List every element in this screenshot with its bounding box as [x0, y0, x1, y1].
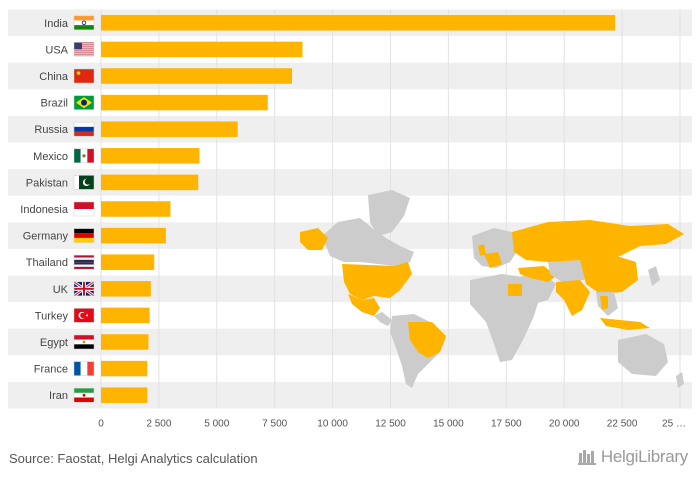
map-greenland	[368, 190, 410, 236]
x-tick-label: 25 …	[662, 419, 686, 430]
category-label: Germany	[23, 231, 69, 243]
x-tick-label: 12 500	[375, 419, 406, 430]
map-europe	[472, 228, 518, 268]
bar-brazil	[101, 94, 268, 111]
category-label: Iran	[49, 390, 68, 402]
x-tick-label: 22 500	[607, 419, 638, 430]
map-indonesia	[600, 318, 650, 330]
category-label: UK	[53, 284, 69, 296]
flag-turkey-icon	[73, 308, 95, 323]
x-tick-label: 10 000	[317, 419, 348, 430]
map-thailand	[600, 296, 608, 310]
flag-indonesia-icon	[73, 201, 95, 217]
category-label: Turkey	[35, 310, 69, 322]
category-label: USA	[45, 44, 68, 56]
x-axis-ticks: 0 2 500 5 000 7 500 10 000 12 500 15 000 17 500…	[98, 419, 686, 430]
x-tick-label: 5 000	[204, 419, 229, 430]
bar-egypt	[101, 334, 149, 350]
map-uk	[478, 244, 486, 256]
x-tick-label: 7 500	[262, 419, 287, 430]
flag-pakistan-icon	[73, 175, 95, 190]
map-alaska	[300, 228, 328, 250]
map-pakistan-india	[556, 280, 590, 316]
bars	[101, 15, 616, 403]
category-label: Indonesia	[20, 204, 69, 216]
flag-uk-icon	[73, 280, 95, 298]
x-tick-label: 17 500	[491, 419, 522, 430]
map-usa	[342, 262, 412, 300]
x-tick-label: 0	[98, 419, 104, 430]
category-label: Egypt	[40, 337, 68, 349]
bar-indonesia	[101, 201, 171, 217]
bar-turkey	[101, 307, 150, 324]
map-africa	[470, 274, 540, 362]
category-label: France	[34, 364, 68, 376]
map-australia	[618, 334, 668, 376]
bar-iran	[101, 387, 148, 403]
bar-pakistan	[101, 174, 199, 191]
flag-egypt-icon	[73, 334, 95, 350]
flag-france-icon	[73, 361, 95, 376]
category-label: Thailand	[26, 257, 68, 269]
bar-france	[101, 360, 148, 377]
flag-iran-icon	[73, 387, 95, 403]
map-egypt	[508, 284, 522, 296]
bar-india	[101, 15, 616, 31]
flags	[73, 15, 95, 403]
bar-china	[101, 68, 293, 84]
flag-thailand-icon	[73, 254, 95, 270]
flag-usa-icon	[73, 42, 95, 57]
bar-usa	[101, 41, 303, 58]
map-germany-france	[484, 252, 502, 268]
library-icon	[577, 450, 596, 465]
bar-thailand	[101, 254, 155, 270]
category-label: Brazil	[40, 98, 68, 110]
bar-uk	[101, 281, 151, 297]
category-label: Pakistan	[26, 177, 68, 189]
bar-chart: India USA China Brazil Russia Mexico Pakistan I…	[8, 9, 692, 430]
map-japan	[648, 266, 660, 286]
bar-germany	[101, 227, 166, 244]
world-map	[300, 190, 684, 388]
x-tick-label: 20 000	[549, 419, 580, 430]
flag-germany-icon	[73, 228, 95, 243]
flag-russia-icon	[73, 121, 95, 137]
flag-brazil-icon	[73, 95, 95, 110]
bar-mexico	[101, 148, 200, 164]
map-china	[580, 254, 638, 294]
category-labels: India USA China Brazil Russia Mexico Pakistan I…	[20, 18, 69, 402]
map-turkey-iran	[518, 266, 556, 282]
flag-mexico-icon	[73, 148, 95, 164]
map-russia	[512, 220, 684, 264]
brand-name: HelgiLibrary	[600, 447, 688, 466]
map-canada	[322, 218, 414, 266]
flag-india-icon	[73, 15, 95, 31]
category-label: China	[39, 71, 69, 83]
category-label: India	[44, 18, 69, 30]
map-central-america	[374, 312, 392, 326]
map-mexico	[348, 294, 380, 316]
flag-china-icon	[73, 68, 95, 84]
source-note: Source: Faostat, Helgi Analytics calcula…	[9, 451, 258, 466]
category-label: Russia	[34, 124, 69, 136]
x-tick-label: 15 000	[433, 419, 464, 430]
x-tick-label: 2 500	[146, 419, 171, 430]
category-label: Mexico	[33, 151, 68, 163]
map-brazil	[408, 322, 446, 358]
map-new-zealand	[676, 372, 684, 388]
brand-logo: HelgiLibrary	[577, 447, 688, 467]
bar-russia	[101, 121, 238, 137]
